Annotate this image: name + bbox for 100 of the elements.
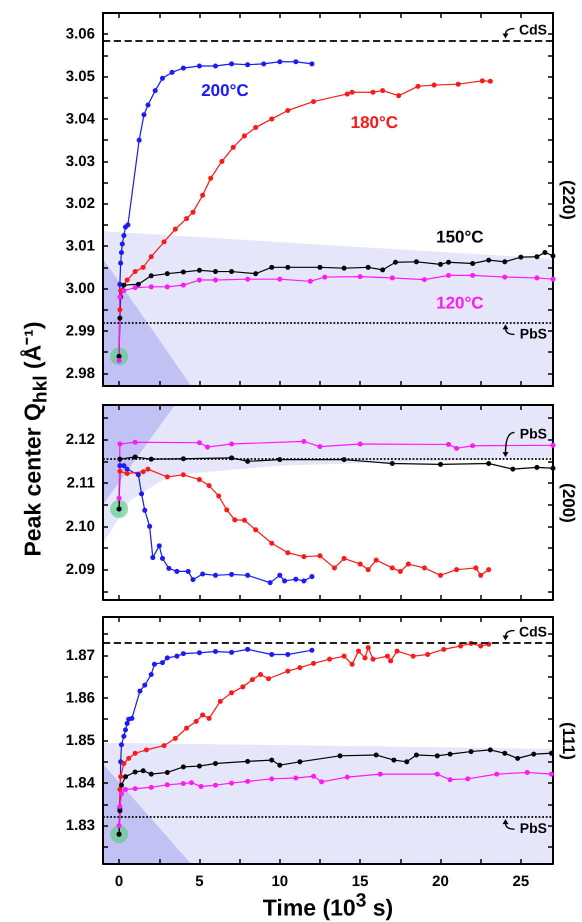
point: [277, 276, 282, 282]
point: [338, 753, 343, 758]
point: [118, 260, 124, 266]
point: [282, 578, 288, 584]
point: [488, 78, 493, 84]
point: [370, 656, 376, 662]
point: [117, 316, 122, 321]
point: [434, 753, 440, 758]
point: [311, 774, 316, 779]
point: [458, 643, 464, 648]
point: [204, 444, 210, 450]
y-tick-label: 1.86: [66, 689, 95, 706]
point: [123, 786, 128, 792]
point: [196, 650, 202, 656]
point: [116, 358, 122, 364]
point: [245, 572, 250, 578]
point: [229, 572, 234, 577]
point: [277, 572, 282, 578]
point: [136, 138, 142, 143]
ref-line-label: PbS: [520, 325, 547, 342]
point: [245, 758, 250, 764]
point: [118, 782, 124, 788]
point: [188, 780, 194, 786]
point: [534, 275, 540, 280]
point: [174, 568, 180, 574]
point: [470, 272, 476, 278]
point: [441, 646, 446, 652]
text: (200): [558, 482, 578, 522]
point: [117, 442, 122, 446]
point: [117, 468, 122, 474]
point: [229, 61, 234, 66]
point: [136, 472, 141, 478]
point: [350, 90, 355, 95]
point: [317, 553, 322, 558]
point: [124, 278, 130, 283]
point: [180, 282, 186, 288]
point: [139, 491, 144, 496]
point: [297, 665, 302, 670]
point: [196, 63, 202, 68]
point: [390, 275, 395, 280]
point: [422, 565, 427, 570]
point: [448, 752, 453, 757]
point: [172, 736, 178, 741]
point: [253, 124, 258, 130]
point: [356, 648, 362, 654]
point: [186, 568, 191, 574]
point: [404, 759, 410, 764]
point: [269, 116, 274, 122]
point: [319, 779, 324, 784]
point: [309, 61, 314, 66]
point: [129, 716, 134, 721]
point: [534, 464, 540, 470]
point: [156, 543, 162, 548]
point: [378, 772, 383, 777]
y-tick-label: 2.98: [66, 364, 95, 382]
point: [218, 698, 223, 704]
point: [253, 271, 258, 276]
annotation: 150°C: [436, 227, 484, 246]
point: [124, 720, 130, 726]
point: [148, 672, 154, 677]
y-tick-label: 3.02: [66, 195, 95, 212]
point: [121, 282, 126, 288]
point: [285, 550, 290, 556]
point: [118, 742, 124, 748]
point: [146, 466, 150, 472]
point: [515, 756, 520, 761]
point: [142, 682, 148, 688]
point: [121, 463, 126, 468]
point: [366, 567, 371, 572]
point: [196, 764, 202, 769]
point: [200, 712, 206, 718]
ref-line-label: CdS: [519, 624, 547, 640]
point: [213, 761, 218, 766]
point: [416, 84, 420, 89]
point: [152, 662, 157, 667]
point: [198, 784, 204, 789]
x-tick-label: 5: [195, 873, 204, 890]
point: [140, 768, 146, 774]
point: [454, 446, 460, 451]
point: [219, 158, 224, 164]
point: [393, 260, 398, 265]
point: [309, 574, 314, 580]
point: [390, 461, 395, 466]
point: [121, 761, 126, 766]
point: [342, 556, 347, 561]
point: [327, 656, 332, 662]
point: [253, 527, 258, 532]
y-tick-label: 1.83: [66, 817, 95, 834]
point: [438, 572, 443, 578]
point: [213, 278, 218, 283]
point: [548, 772, 554, 777]
point: [196, 278, 202, 283]
text: (220): [558, 180, 578, 220]
point: [229, 780, 234, 786]
point: [148, 772, 154, 777]
point: [425, 652, 430, 657]
point: [473, 565, 478, 570]
y-tick-label: 3.03: [66, 152, 95, 170]
point: [438, 462, 443, 467]
point: [285, 264, 290, 270]
